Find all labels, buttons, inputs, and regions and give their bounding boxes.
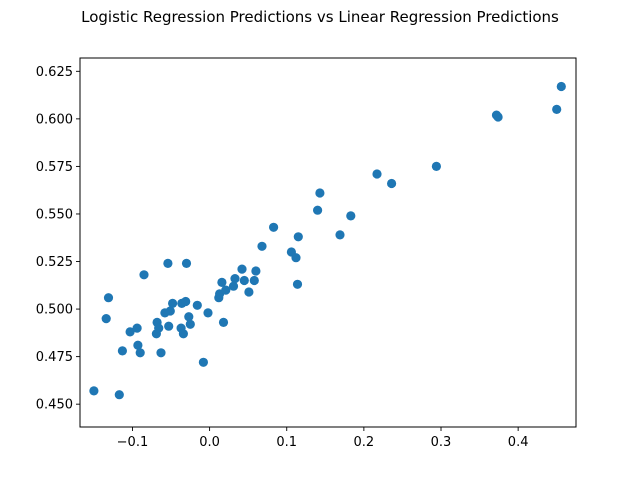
data-point-53 <box>431 161 441 171</box>
data-point-47 <box>313 205 323 215</box>
data-point-9 <box>139 270 149 280</box>
data-point-1 <box>114 390 124 400</box>
data-point-50 <box>346 211 356 221</box>
data-point-8 <box>135 348 145 358</box>
data-point-55 <box>493 112 503 122</box>
data-point-12 <box>154 323 164 333</box>
data-point-17 <box>165 306 175 316</box>
data-points <box>89 81 566 400</box>
y-tick-label: 0.600 <box>36 112 73 127</box>
data-point-46 <box>292 279 303 289</box>
data-point-51 <box>372 169 382 179</box>
y-tick-label: 0.525 <box>36 255 73 270</box>
y-tick-label: 0.500 <box>36 303 73 318</box>
data-point-18 <box>168 298 178 308</box>
x-tick-label: 0.2 <box>354 435 375 450</box>
data-point-26 <box>192 300 202 310</box>
data-point-13 <box>156 348 166 358</box>
data-point-39 <box>249 275 259 286</box>
data-point-0 <box>89 386 99 396</box>
data-point-41 <box>257 241 267 251</box>
data-point-23 <box>181 258 192 268</box>
plot-frame <box>79 57 577 428</box>
data-point-3 <box>101 314 111 324</box>
data-point-24 <box>184 312 194 322</box>
data-point-56 <box>552 104 562 114</box>
data-point-31 <box>217 277 227 287</box>
y-tick-label: 0.475 <box>36 350 73 365</box>
data-point-32 <box>218 317 229 327</box>
y-tick-label: 0.550 <box>36 207 73 222</box>
data-point-52 <box>387 178 397 189</box>
x-tick-label: 0.3 <box>431 435 452 450</box>
data-point-21 <box>178 329 188 339</box>
data-point-22 <box>181 296 191 307</box>
x-tick-label: 0.1 <box>276 435 297 450</box>
data-point-37 <box>239 275 249 286</box>
data-point-34 <box>228 281 239 291</box>
y-tick-label: 0.575 <box>36 160 73 175</box>
data-point-49 <box>335 230 345 240</box>
data-point-40 <box>251 266 261 276</box>
data-point-48 <box>315 188 325 198</box>
x-tick-label: 0.4 <box>508 435 529 450</box>
data-point-6 <box>132 323 142 333</box>
data-point-45 <box>293 232 303 242</box>
data-point-27 <box>198 357 208 367</box>
x-axis: −0.1 0.0 0.1 0.2 0.3 0.4 <box>117 427 529 450</box>
data-point-7 <box>133 340 143 350</box>
y-tick-label: 0.450 <box>36 398 73 413</box>
data-point-2 <box>117 346 127 356</box>
data-point-28 <box>203 308 213 318</box>
data-point-44 <box>291 253 301 263</box>
y-tick-label: 0.625 <box>36 65 73 80</box>
data-point-57 <box>556 81 566 92</box>
x-tick-label: 0.0 <box>199 435 220 450</box>
data-point-16 <box>164 321 174 331</box>
x-tick-label: −0.1 <box>117 435 149 450</box>
data-point-4 <box>103 293 114 303</box>
data-point-25 <box>185 319 195 329</box>
data-point-36 <box>237 264 247 274</box>
data-point-15 <box>163 258 173 268</box>
data-point-35 <box>230 274 240 284</box>
data-point-38 <box>244 287 254 297</box>
chart-title: Logistic Regression Predictions vs Linea… <box>81 8 559 26</box>
y-axis: 0.450 0.475 0.500 0.525 0.550 0.575 0.600 0.625 <box>36 65 80 413</box>
data-point-5 <box>125 327 135 337</box>
data-point-42 <box>269 222 279 232</box>
data-point-33 <box>221 285 231 295</box>
